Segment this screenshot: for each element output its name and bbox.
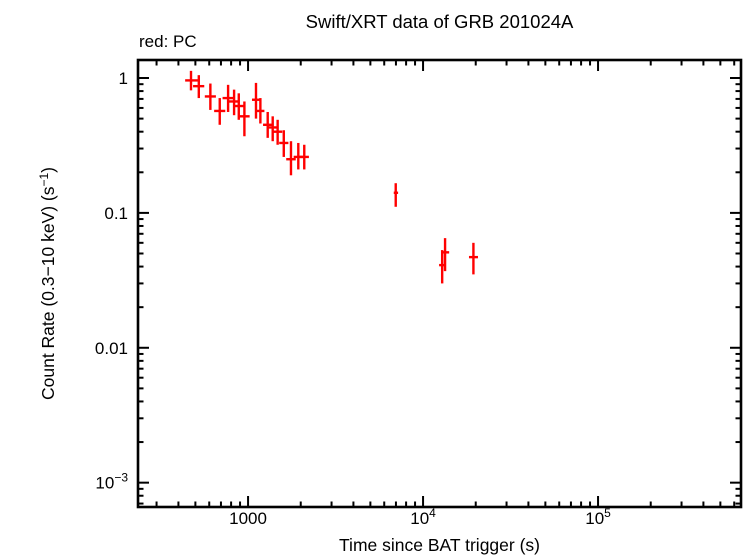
data-point xyxy=(193,75,205,99)
data-point xyxy=(268,116,278,142)
data-point xyxy=(273,119,283,145)
svg-text:0.01: 0.01 xyxy=(95,339,128,358)
plot-frame xyxy=(136,58,743,509)
data-point xyxy=(256,98,265,124)
data-point xyxy=(214,98,226,125)
data-point xyxy=(233,93,245,120)
series-pc xyxy=(185,70,478,284)
data-point xyxy=(299,144,309,170)
svg-text:104: 104 xyxy=(410,506,436,528)
data-point xyxy=(279,130,289,157)
svg-text:0.1: 0.1 xyxy=(104,204,128,223)
data-point xyxy=(239,101,250,137)
data-point xyxy=(393,183,399,207)
svg-text:10−3: 10−3 xyxy=(95,471,128,493)
mode-legend-label: red: PC xyxy=(139,32,197,51)
y-axis-ticks xyxy=(138,77,741,505)
data-point xyxy=(222,84,234,112)
data-point xyxy=(185,70,198,91)
svg-text:1000: 1000 xyxy=(229,509,267,528)
y-axis-title: Count Rate (0.3−10 keV) (s−1) xyxy=(37,167,58,400)
y-axis-tick-labels: 1 0.1 0.01 10−3 xyxy=(95,69,128,493)
data-point xyxy=(286,141,296,176)
data-point xyxy=(251,82,261,119)
chart-title: Swift/XRT data of GRB 201024A xyxy=(305,11,574,32)
data-point xyxy=(468,242,478,275)
x-axis-ticks xyxy=(155,60,736,507)
svg-text:1: 1 xyxy=(119,69,128,88)
x-axis-title: Time since BAT trigger (s) xyxy=(339,535,540,555)
svg-text:105: 105 xyxy=(585,506,611,528)
data-point xyxy=(442,238,450,272)
data-point xyxy=(263,111,273,138)
x-axis-tick-labels: 1000 104 105 xyxy=(229,506,611,528)
data-point xyxy=(204,83,216,110)
